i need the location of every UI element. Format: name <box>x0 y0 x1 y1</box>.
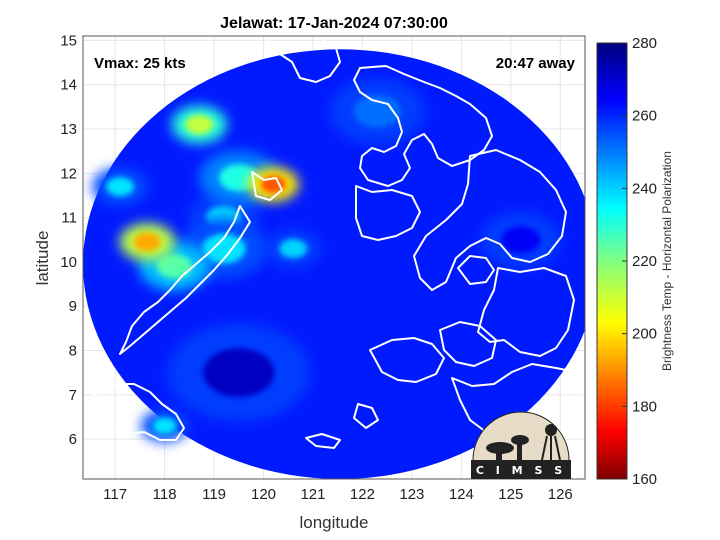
x-tick-label: 120 <box>251 486 276 503</box>
coastline-samar <box>457 255 495 285</box>
coastline-palawan <box>119 205 251 355</box>
x-tick-label: 125 <box>498 486 523 503</box>
x-tick-label: 119 <box>202 486 226 503</box>
coastline-luzon <box>353 65 493 187</box>
y-tick-label: 6 <box>69 431 77 448</box>
plot-frame <box>82 35 586 480</box>
y-tick-labels: 6 7 8 9 10 11 12 13 14 15 <box>60 32 77 448</box>
cell-core <box>133 232 162 252</box>
coastline-mindanao-south <box>451 363 585 463</box>
coastline-mindanao-north <box>439 321 497 367</box>
cell-core <box>203 348 275 398</box>
colorbar-tick-label: 260 <box>632 108 657 125</box>
colorbar-tick-label: 180 <box>632 398 657 415</box>
y-tick-label: 9 <box>69 298 77 315</box>
colorbar-tick-labels: 160 180 200 220 240 260 280 <box>622 35 657 488</box>
coastline-negros <box>353 403 379 429</box>
logo-text: C I M S S <box>476 464 566 477</box>
colorbar-label: Brightness Temp - Horizontal Polarizatio… <box>660 151 674 371</box>
y-tick-label: 7 <box>69 387 77 404</box>
y-tick-label: 11 <box>61 210 77 227</box>
colorbar-tick-label: 240 <box>632 180 657 197</box>
x-tick-label: 126 <box>548 486 573 503</box>
x-tick-labels: 117 118 119 120 121 122 123 124 125 126 <box>103 486 573 503</box>
x-tick-label: 121 <box>300 486 325 503</box>
cell-core <box>500 226 541 254</box>
colorbar-tick-label: 160 <box>632 471 657 488</box>
coastline-north <box>267 39 341 83</box>
coastline-central-islands <box>369 337 445 383</box>
colorbar-tick-label: 220 <box>632 253 657 270</box>
convective-cells <box>92 78 561 443</box>
cimss-logo: C I M S S <box>471 411 571 479</box>
vmax-annotation: Vmax: 25 kts <box>94 55 186 72</box>
x-tick-label: 123 <box>399 486 424 503</box>
time-away-annotation: 20:47 away <box>496 55 576 72</box>
y-tick-label: 8 <box>69 343 77 360</box>
coastline-borneo <box>83 383 185 441</box>
cell-core <box>185 115 214 135</box>
coastline-mindoro <box>355 185 421 241</box>
x-tick-label: 124 <box>449 486 474 503</box>
cell-core <box>202 233 246 264</box>
y-tick-label: 12 <box>60 165 77 182</box>
cell-core <box>156 254 193 279</box>
colorbar-tick-label: 280 <box>632 35 657 52</box>
chart-title: Jelawat: 17-Jan-2024 07:30:00 <box>220 15 448 32</box>
cell-core <box>279 239 308 259</box>
x-tick-label: 122 <box>350 486 375 503</box>
coastline-visayas <box>413 149 567 291</box>
x-axis-label: longitude <box>299 513 368 532</box>
y-tick-label: 10 <box>60 254 77 271</box>
coastline-leyte-mindanao <box>477 267 575 357</box>
cell-core <box>353 94 402 128</box>
coastline-sulu <box>305 433 341 449</box>
y-axis-label: latitude <box>33 231 52 286</box>
y-tick-label: 14 <box>60 77 77 94</box>
colorbar-tick-label: 200 <box>632 326 657 343</box>
coastline-calamian <box>251 171 283 201</box>
y-tick-label: 15 <box>60 32 77 49</box>
x-tick-label: 117 <box>103 486 127 503</box>
cell-core <box>106 177 134 197</box>
coastlines <box>83 39 585 463</box>
y-tick-label: 13 <box>60 121 77 138</box>
cell-core <box>152 417 177 435</box>
x-tick-label: 118 <box>153 486 177 503</box>
